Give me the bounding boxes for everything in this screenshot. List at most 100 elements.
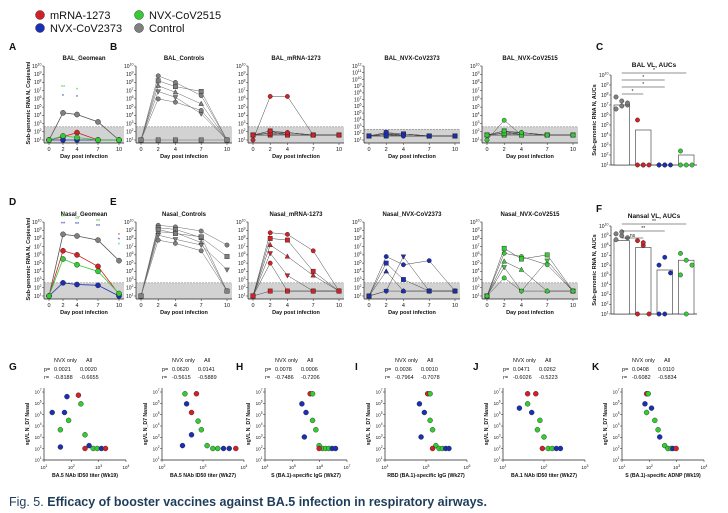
data-point <box>303 409 309 416</box>
y-tick-label: 106 <box>601 261 609 269</box>
data-point <box>426 133 432 139</box>
caption-figure-number: Fig. 5. <box>9 495 44 509</box>
y-tick-label: 103 <box>238 120 246 128</box>
y-axis-label: Sub-genomic RNA N, Copies/ml <box>26 61 32 144</box>
data-point <box>683 162 689 168</box>
y-tick-label: 101 <box>238 136 246 144</box>
x-tick-label: 2 <box>503 147 506 153</box>
data-point <box>619 103 625 109</box>
y-tick-label: 103 <box>34 120 42 128</box>
y-tick-label: 105 <box>153 411 160 418</box>
data-point <box>683 257 689 263</box>
y-tick-label: 1010 <box>124 62 134 70</box>
data-point <box>416 401 423 407</box>
significance-marker: * <box>76 87 79 93</box>
data-point <box>518 266 525 272</box>
y-tick-label: 102 <box>601 301 609 309</box>
panel-title: BAL VL, AUCs <box>632 62 677 69</box>
stats-label: p= <box>44 367 50 373</box>
y-tick-label: 105 <box>34 103 42 111</box>
y-tick-label: 104 <box>126 268 134 276</box>
significance-marker: ** <box>61 221 66 227</box>
x-tick-label: 4 <box>286 147 289 153</box>
y-tick-label: 102 <box>126 284 134 292</box>
panel-letter: A <box>9 42 16 53</box>
y-tick-label: 106 <box>256 399 263 406</box>
data-point <box>383 268 389 274</box>
y-tick-label: 101 <box>376 456 383 463</box>
data-point <box>519 130 524 136</box>
y-tick-label: 102 <box>238 128 246 136</box>
data-point <box>60 280 66 286</box>
y-tick-label: 101 <box>238 292 246 300</box>
y-tick-label: 109 <box>34 227 42 235</box>
x-tick-label: 7 <box>546 303 549 309</box>
data-point <box>155 96 161 102</box>
y-tick-label: 104 <box>601 281 609 289</box>
x-axis-label: Day post infection <box>272 154 320 160</box>
data-point <box>95 282 101 289</box>
y-tick-label: 105 <box>472 103 480 111</box>
data-point <box>619 98 625 104</box>
data-point <box>284 231 290 237</box>
data-point <box>310 272 316 278</box>
panel-letter: K <box>592 362 600 373</box>
data-point <box>267 236 273 241</box>
x-axis-label: BA.5 NAb ID50 titer (Wk27) <box>170 473 236 479</box>
data-point <box>224 242 230 248</box>
data-point <box>60 256 66 262</box>
auc-bar <box>613 104 630 166</box>
y-tick-label: 1010 <box>599 222 609 230</box>
data-point <box>501 250 507 256</box>
data-point <box>224 254 230 259</box>
y-tick-label: 101 <box>256 456 263 463</box>
auc-bar <box>678 259 695 315</box>
data-point <box>529 409 535 416</box>
data-point <box>57 427 64 433</box>
y-tick-label: 106 <box>613 399 620 406</box>
stats-value: -0.6082 <box>632 375 651 381</box>
y-tick-label: 107 <box>472 87 480 95</box>
data-point <box>657 434 663 440</box>
x-tick-label: 102 <box>68 464 75 470</box>
stats-label: r= <box>162 375 167 381</box>
data-point <box>46 137 52 143</box>
auc-bar <box>656 269 673 315</box>
data-point <box>285 237 290 243</box>
panel-letter: E <box>110 197 117 208</box>
significance-label: ns <box>630 233 636 239</box>
data-point <box>301 434 308 440</box>
data-point <box>446 445 452 452</box>
auc-bar <box>613 240 630 315</box>
stats-header: NVX only <box>54 358 77 364</box>
y-tick-label: 104 <box>256 422 263 429</box>
x-axis-label: S (BA.1)-specific IgG (Wk27) <box>271 473 341 479</box>
data-point <box>689 162 695 168</box>
data-point <box>656 262 662 268</box>
data-point <box>198 89 204 94</box>
data-point <box>74 281 80 288</box>
y-tick-label: 1010 <box>124 218 134 226</box>
data-point <box>570 288 576 294</box>
y-tick-label: 106 <box>126 251 134 259</box>
data-point <box>60 247 66 254</box>
data-point <box>534 427 541 433</box>
data-point <box>155 73 161 79</box>
data-point <box>95 268 101 275</box>
significance-marker: ** <box>96 224 101 230</box>
y-axis-label: sgVL N_D7 Nasal <box>484 402 490 445</box>
x-tick-label: 106 <box>316 464 323 470</box>
data-point <box>646 162 652 168</box>
y-tick-label: 107 <box>238 87 246 95</box>
data-point <box>519 288 524 294</box>
x-tick-label: 104 <box>123 464 130 470</box>
x-tick-label: 4 <box>174 147 177 153</box>
data-point <box>619 229 625 235</box>
data-point <box>86 442 92 449</box>
x-tick-label: 2 <box>385 147 388 153</box>
data-point <box>198 248 204 254</box>
y-tick-label: 1010 <box>32 218 42 226</box>
y-tick-label: 102 <box>472 128 480 136</box>
data-point <box>95 119 101 125</box>
data-point <box>172 231 178 236</box>
